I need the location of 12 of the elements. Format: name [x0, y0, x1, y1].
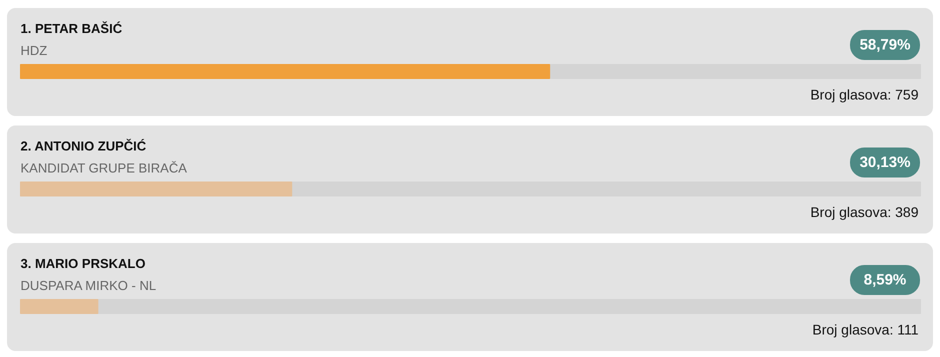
data-label: 8,59% — [864, 272, 906, 288]
y-tick-label: 2. ANTONIO ZUPČIĆ — [20, 138, 147, 154]
annotation: KANDIDAT GRUPE BIRAČA — [20, 160, 188, 176]
annotation: Broj glasova: 389 — [810, 204, 919, 220]
data-label: 58,79% — [860, 36, 910, 54]
y-tick-label: 1. PETAR BAŠIĆ — [20, 21, 123, 36]
annotation: DUSPARA MIRKO - NL — [20, 278, 156, 293]
data-label: 30,13% — [860, 154, 910, 171]
y-tick-label: 3. MARIO PRSKALO — [20, 256, 146, 271]
annotation: Broj glasova: 111 — [812, 322, 919, 338]
annotation: Broj glasova: 759 — [810, 86, 919, 102]
annotation: HDZ — [20, 43, 48, 58]
